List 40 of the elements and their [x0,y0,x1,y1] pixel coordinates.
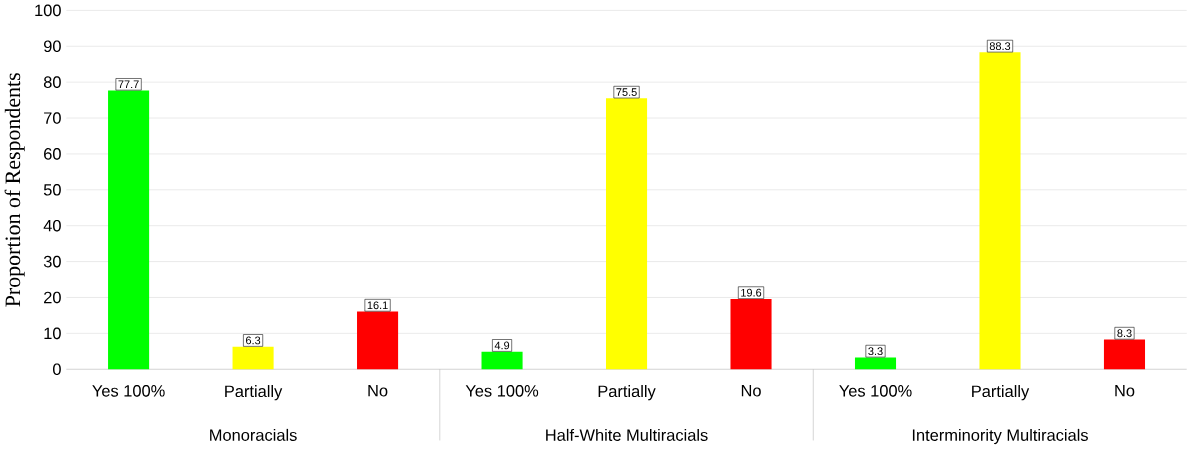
y-tick-label: 90 [44,40,61,53]
y-tick-label: 40 [43,220,61,232]
y-tick-label: 100 [35,4,61,17]
x-tick-label: Partially [598,385,656,401]
y-axis-title: Proportion of Respondents [4,73,25,307]
y-tick-label: 50 [43,184,61,196]
bar [605,98,648,370]
x-tick-label: Yes 100% [839,385,912,397]
bar [854,357,897,370]
data-label: 3.3 [868,347,883,356]
y-tick-label: 60 [44,148,61,160]
data-label: 75.5 [616,88,637,97]
data-label: 16.1 [367,301,388,310]
bar [108,90,150,370]
y-tick-label: 30 [43,255,61,268]
data-label: 77.7 [118,80,139,89]
data-label: 8.3 [1117,329,1132,338]
x-tick-label: Partially [972,385,1030,401]
x-tick-label: Partially [225,385,283,401]
bar [1103,339,1146,370]
data-label: 6.3 [246,336,261,345]
y-tick-label: 10 [44,327,61,340]
x-tick-label: No [368,385,388,397]
y-tick-label: 20 [44,291,61,304]
x-tick-label: No [741,385,761,397]
bar [357,311,399,370]
y-tick-label: 0 [53,363,61,376]
data-label: 19.6 [741,288,762,297]
data-label: 88.3 [989,42,1011,51]
data-label: 4.9 [494,341,510,350]
y-tick-label: 80 [43,76,61,89]
x-tick-label: Yes 100% [92,385,165,397]
text: Monoracials [210,429,297,442]
y-tick-label: 70 [44,112,61,124]
bar [481,351,523,370]
text: Half-White Multiracials [546,429,708,442]
bar [979,52,1021,370]
x-tick-label: Yes 100% [465,385,539,397]
text: Interminority Multiracials [912,429,1088,445]
x-tick-label: No [1115,385,1135,397]
